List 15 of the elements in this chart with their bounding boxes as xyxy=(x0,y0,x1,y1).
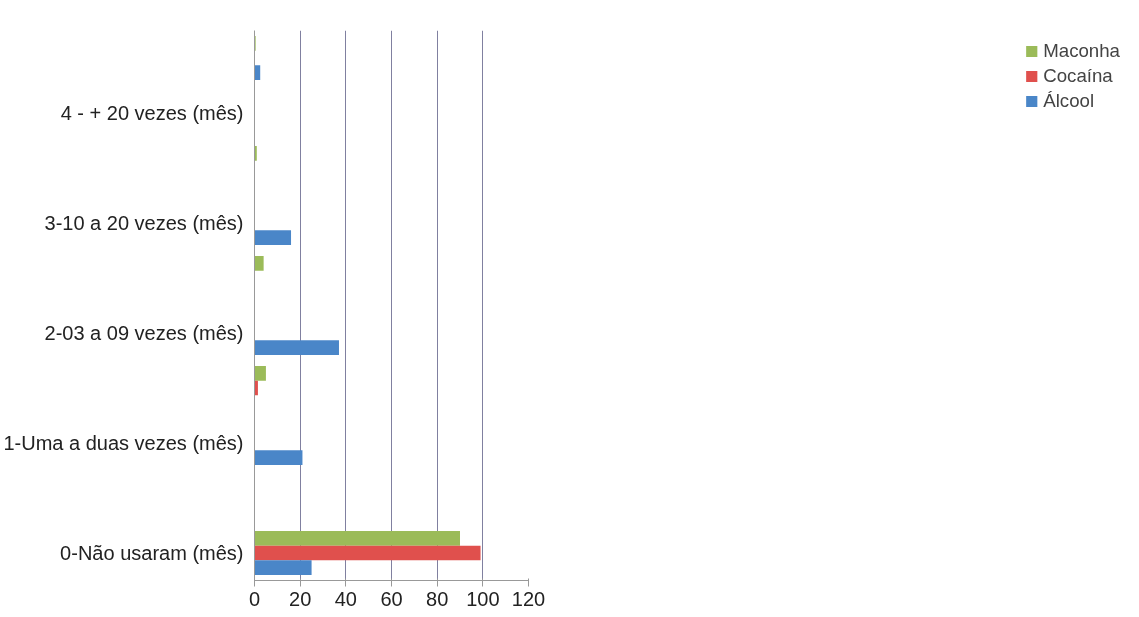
x-tick-label: 0 xyxy=(248,587,261,610)
x-tick-label: 40 xyxy=(334,587,357,610)
y-tick-label: 2-03 a 09 vezes (mês) xyxy=(44,322,244,344)
x-tick-label: 100 xyxy=(466,587,500,610)
x-tick-label: 120 xyxy=(511,587,546,610)
x-tick-label: 20 xyxy=(289,587,312,610)
y-tick-label: 1-Uma a duas vezes (mês) xyxy=(3,432,244,454)
y-tick-label: 0-Não usaram (mês) xyxy=(60,542,244,564)
y-tick-label: 3-10 a 20 vezes (mês) xyxy=(44,212,244,234)
y-tick-label: 4 - + 20 vezes (mês) xyxy=(60,102,244,124)
legend-label: Maconha xyxy=(1043,40,1120,62)
legend-label: Cocaína xyxy=(1043,65,1113,87)
x-tick-label: 80 xyxy=(426,587,449,610)
x-tick-label: 60 xyxy=(380,587,403,610)
legend-label: Álcool xyxy=(1043,90,1095,112)
